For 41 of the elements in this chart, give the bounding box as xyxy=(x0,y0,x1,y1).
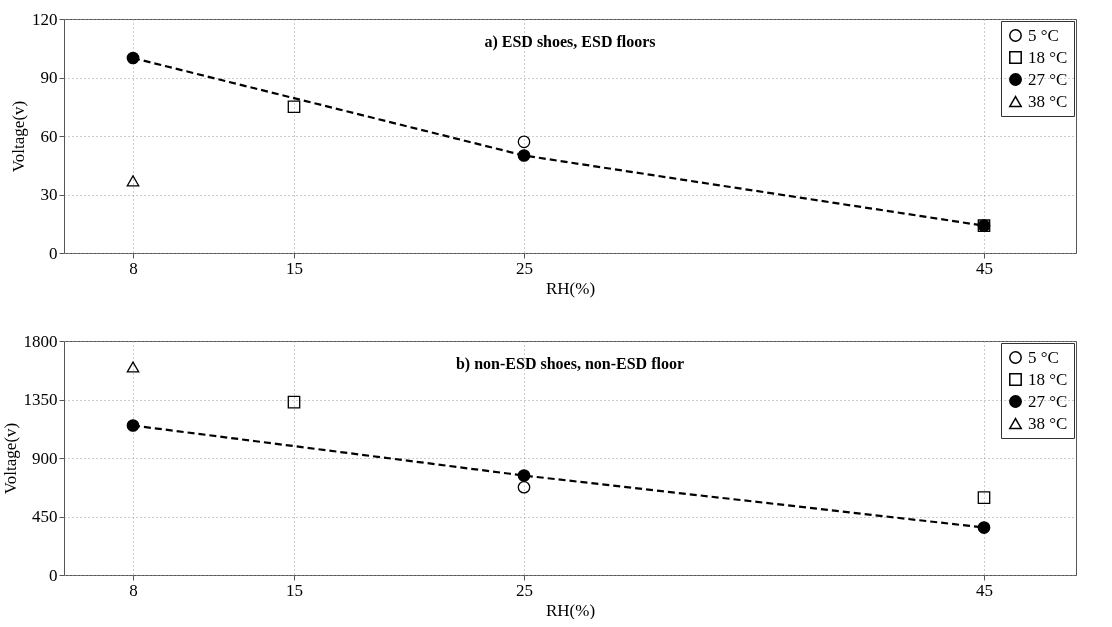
point xyxy=(517,480,531,494)
x-tick-label: 8 xyxy=(129,258,138,278)
y-tick-label: 450 xyxy=(32,507,58,526)
x-tick-label: 25 xyxy=(516,580,533,600)
y-tick-label: 60 xyxy=(40,126,58,146)
x-axis-title: RH(%) xyxy=(545,278,596,298)
y-tick-label: 0 xyxy=(49,565,58,585)
point xyxy=(517,135,531,149)
legend-label: 18 °C xyxy=(1028,369,1068,389)
legend-label: 18 °C xyxy=(1028,47,1068,67)
x-axis-title: RH(%) xyxy=(545,600,596,620)
text: b) non-ESD shoes, non-ESD floor xyxy=(455,355,685,373)
y-tick-label: 1350 xyxy=(23,390,58,409)
x-tick-label: 45 xyxy=(976,258,993,278)
legend-label: 5 °C xyxy=(1028,347,1059,367)
x-tick-label: 15 xyxy=(286,258,303,278)
y-tick-label: 120 xyxy=(32,9,58,29)
legend-label: 5 °C xyxy=(1028,25,1059,45)
point xyxy=(977,491,991,504)
point xyxy=(977,521,991,534)
y-tick-label: 0 xyxy=(49,243,58,263)
x-tick-label: 15 xyxy=(286,580,303,600)
y-axis-title: Voltage(v) xyxy=(9,100,28,173)
point xyxy=(287,100,301,114)
point xyxy=(126,175,140,187)
y-tick-label: 30 xyxy=(40,185,58,204)
legend-label: 27 °C xyxy=(1028,391,1068,411)
legend-label: 27 °C xyxy=(1028,69,1068,89)
legend-label: 38 °C xyxy=(1028,413,1068,433)
x-tick-label: 8 xyxy=(129,580,138,600)
point xyxy=(126,361,140,373)
x-tick-label: 25 xyxy=(516,258,533,278)
text: a) ESD shoes, ESD floors xyxy=(484,33,656,51)
y-axis-title: Voltage(v) xyxy=(0,422,20,495)
point xyxy=(287,395,301,409)
x-tick-label: 45 xyxy=(976,580,993,600)
legend-label: 38 °C xyxy=(1028,91,1068,111)
y-tick-label: 900 xyxy=(32,448,58,468)
y-tick-label: 1800 xyxy=(23,331,58,351)
y-tick-label: 90 xyxy=(40,68,58,87)
point xyxy=(126,419,140,432)
